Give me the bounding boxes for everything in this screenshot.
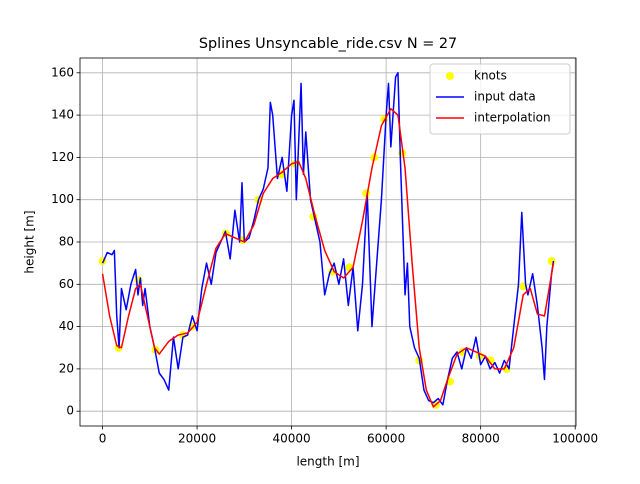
y-tick-label: 120 bbox=[51, 150, 74, 164]
x-tick-label: 60000 bbox=[367, 432, 405, 446]
x-tick-label: 20000 bbox=[178, 432, 216, 446]
y-tick-label: 140 bbox=[51, 108, 74, 122]
x-tick-label: 40000 bbox=[273, 432, 311, 446]
legend-marker bbox=[446, 72, 454, 80]
legend-box bbox=[429, 63, 571, 135]
y-tick-label: 0 bbox=[66, 404, 74, 418]
legend-label: knots bbox=[474, 69, 507, 83]
y-tick-label: 20 bbox=[59, 361, 74, 375]
legend-label: interpolation bbox=[474, 111, 551, 125]
y-tick-label: 100 bbox=[51, 192, 74, 206]
chart-title: Splines Unsyncable_ride.csv N = 27 bbox=[199, 36, 457, 52]
plot-frame bbox=[79, 57, 577, 427]
y-tick-label: 40 bbox=[59, 319, 74, 333]
knot-marker bbox=[547, 257, 556, 266]
x-tick-label: 0 bbox=[99, 432, 107, 446]
x-tick-label: 80000 bbox=[462, 432, 500, 446]
series-line bbox=[101, 72, 555, 406]
legend-label: input data bbox=[474, 90, 536, 104]
x-axis-label: length [m] bbox=[296, 455, 359, 469]
y-tick-label: 160 bbox=[51, 65, 74, 79]
knot-marker bbox=[486, 356, 495, 365]
x-tick-label: 100000 bbox=[552, 432, 598, 446]
y-tick-label: 80 bbox=[59, 235, 74, 249]
y-tick-label: 60 bbox=[59, 277, 74, 291]
series-line bbox=[101, 108, 555, 408]
y-axis-label: height [m] bbox=[23, 210, 37, 273]
